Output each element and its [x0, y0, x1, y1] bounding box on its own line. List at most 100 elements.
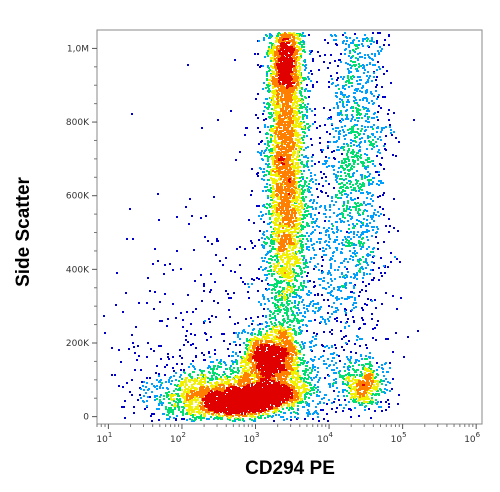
data-point [266, 289, 268, 291]
data-point [331, 165, 333, 167]
data-point [238, 332, 240, 334]
data-point [307, 146, 309, 148]
data-point [291, 376, 293, 378]
data-point [343, 96, 345, 98]
data-point [272, 179, 274, 181]
data-point [370, 251, 372, 253]
data-point [330, 118, 332, 120]
data-point [306, 404, 308, 406]
data-point [256, 205, 258, 207]
data-point [382, 208, 384, 210]
data-point [133, 412, 135, 414]
data-point [293, 291, 295, 293]
data-point [324, 319, 326, 321]
data-point [340, 330, 342, 332]
data-point [282, 416, 284, 418]
data-point [372, 401, 374, 403]
data-point [264, 155, 266, 157]
data-point [301, 192, 303, 194]
data-point [196, 416, 198, 418]
data-point [304, 35, 306, 37]
data-point [336, 320, 338, 322]
data-point [372, 145, 374, 147]
data-point [223, 340, 225, 342]
data-point [356, 111, 358, 113]
data-point [183, 393, 185, 395]
data-point [250, 338, 252, 340]
data-point [193, 249, 195, 251]
data-point [367, 401, 369, 403]
data-point [341, 346, 343, 348]
data-point [352, 184, 354, 186]
data-point [344, 193, 346, 195]
data-point [392, 378, 394, 380]
data-point [292, 408, 294, 410]
data-point [332, 128, 334, 130]
data-point [330, 263, 332, 265]
data-point [306, 215, 308, 217]
data-point [355, 274, 357, 276]
data-point [184, 372, 186, 374]
data-point [357, 47, 359, 49]
data-point [315, 208, 317, 210]
data-point [267, 50, 269, 52]
data-point [299, 107, 301, 109]
data-point [341, 160, 343, 162]
data-point [327, 118, 329, 120]
data-point [281, 302, 283, 304]
data-point [345, 274, 347, 276]
data-point [330, 278, 332, 280]
data-point [209, 372, 211, 374]
data-point [273, 95, 275, 97]
data-point [297, 145, 299, 147]
data-point [374, 64, 376, 66]
data-point [359, 245, 361, 247]
data-point [333, 141, 335, 143]
data-point [180, 383, 182, 385]
data-point [160, 345, 162, 347]
data-point [378, 406, 380, 408]
data-point [257, 64, 259, 66]
data-point [322, 355, 324, 357]
data-point [246, 362, 248, 364]
data-point [243, 329, 245, 331]
data-point [333, 288, 335, 290]
data-point [232, 351, 234, 353]
data-point [240, 365, 242, 367]
data-point [126, 238, 128, 240]
data-point [350, 107, 352, 109]
data-point [365, 225, 367, 227]
data-point [301, 154, 303, 156]
data-point [270, 97, 272, 99]
data-point [178, 395, 180, 397]
data-point [241, 361, 243, 363]
data-point [288, 282, 290, 284]
data-point [257, 151, 259, 153]
data-point [388, 403, 390, 405]
data-point [297, 314, 299, 316]
data-point [289, 253, 291, 255]
data-point [348, 44, 350, 46]
data-point [356, 44, 358, 46]
data-point [262, 328, 264, 330]
data-point [200, 274, 202, 276]
data-point [268, 79, 270, 81]
data-point [347, 118, 349, 120]
data-point [343, 158, 345, 160]
data-point [299, 90, 301, 92]
data-point [389, 225, 391, 227]
data-point [302, 343, 304, 345]
data-point [352, 393, 354, 395]
data-point [224, 373, 226, 375]
data-point [367, 54, 369, 56]
data-point [328, 320, 330, 322]
data-point [341, 99, 343, 101]
data-point [248, 369, 250, 371]
data-point [261, 338, 263, 340]
data-point [285, 279, 287, 281]
data-point [229, 343, 231, 345]
data-point [381, 303, 383, 305]
data-point [338, 266, 340, 268]
data-point [319, 401, 321, 403]
data-point [367, 171, 369, 173]
